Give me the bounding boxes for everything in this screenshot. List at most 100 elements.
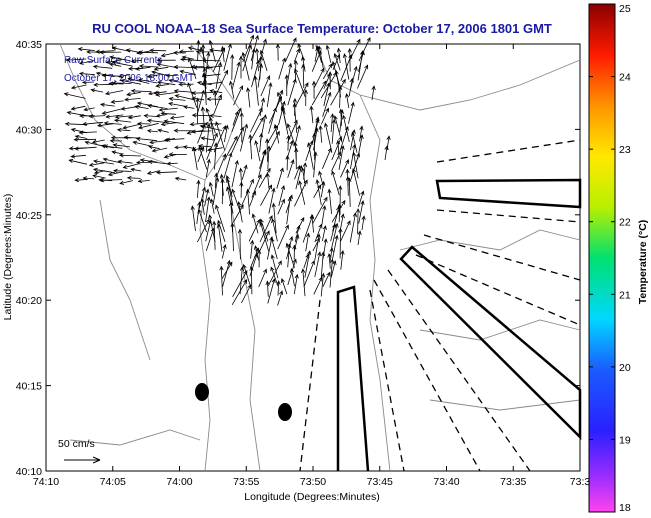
current-vector (73, 146, 97, 151)
current-vector (160, 111, 177, 116)
current-vector (138, 78, 158, 84)
current-vector (278, 185, 286, 206)
current-vector (313, 151, 318, 178)
current-vector (168, 96, 186, 102)
current-vector (92, 64, 113, 69)
current-vector (300, 167, 306, 187)
current-vector (241, 51, 250, 81)
current-vector (108, 62, 122, 67)
current-vector (298, 180, 306, 205)
current-vector (270, 237, 278, 260)
current-vector (271, 202, 277, 234)
current-vector (204, 51, 211, 81)
current-vector (215, 204, 226, 233)
current-vector (339, 109, 344, 133)
current-vector (348, 38, 361, 62)
current-vector (351, 131, 358, 153)
current-vector (78, 71, 95, 76)
current-vector (226, 186, 234, 214)
current-vector (358, 200, 365, 224)
current-vector (340, 53, 353, 81)
current-vector (195, 97, 200, 124)
current-vector (328, 71, 333, 90)
y-axis-label: Latitude (Degrees:Minutes) (2, 194, 14, 321)
x-tick-label: 73:45 (367, 476, 393, 488)
current-vector (232, 110, 239, 126)
current-vector (63, 92, 86, 99)
current-vector (168, 152, 187, 157)
current-vector (333, 52, 341, 71)
y-tick-label: 40:20 (16, 295, 42, 307)
current-vector (294, 179, 308, 207)
current-vector (292, 102, 298, 133)
current-vector (249, 266, 254, 295)
current-vector (173, 89, 195, 94)
current-vector (277, 224, 289, 250)
current-vector (78, 60, 95, 65)
colorbar-label: Temperature (°C) (637, 220, 649, 305)
current-vector (74, 177, 88, 183)
current-vector (135, 136, 158, 142)
current-vector (169, 115, 185, 120)
current-vector (265, 138, 270, 162)
current-vector (249, 107, 263, 133)
current-vector (187, 82, 198, 108)
current-vector (179, 69, 196, 75)
current-vector (122, 123, 142, 130)
current-vector (265, 172, 270, 189)
current-vector (251, 174, 262, 198)
current-vector (99, 178, 123, 183)
current-vector (324, 122, 333, 153)
current-vector (321, 107, 329, 125)
current-vector (292, 244, 297, 260)
current-vector (320, 251, 326, 279)
current-vector (350, 152, 361, 180)
current-vector (238, 55, 244, 79)
current-vector (270, 266, 279, 287)
current-vector (105, 59, 122, 65)
current-vector (302, 214, 314, 243)
current-vector (280, 104, 289, 135)
current-vector (215, 61, 223, 89)
current-vector (231, 188, 242, 214)
current-vector (90, 88, 104, 93)
current-vector (327, 188, 332, 214)
current-vector (174, 176, 187, 181)
current-vector (241, 164, 248, 180)
current-vector (223, 43, 232, 71)
current-vector (321, 205, 327, 225)
current-vector (258, 268, 267, 288)
current-vector (277, 91, 286, 115)
current-vector (345, 92, 350, 108)
current-vector (259, 221, 270, 252)
current-vector (70, 105, 86, 111)
current-vector (200, 198, 205, 215)
current-vector (204, 188, 210, 207)
current-vector (258, 149, 267, 178)
current-vector (223, 135, 238, 161)
current-vector (103, 144, 123, 149)
current-vector (286, 196, 292, 225)
current-vector (284, 74, 289, 97)
current-vector (101, 73, 122, 78)
colorbar-tick-label: 19 (619, 434, 631, 446)
current-vector (191, 146, 198, 171)
current-vector (168, 78, 186, 84)
current-vector (322, 147, 332, 169)
current-vector (278, 57, 286, 80)
current-vector (338, 145, 345, 170)
current-vector (173, 64, 194, 70)
current-vector (270, 254, 279, 279)
current-vector (213, 142, 218, 170)
current-vector (250, 34, 259, 62)
current-vector (314, 223, 323, 243)
current-vector (81, 80, 95, 85)
current-vector (132, 140, 151, 147)
current-vector (275, 43, 280, 61)
current-vector (311, 80, 327, 106)
current-vector (301, 55, 306, 72)
current-vector (112, 143, 131, 148)
current-vector (92, 167, 115, 174)
current-vector (249, 253, 258, 277)
current-vector (312, 196, 328, 224)
